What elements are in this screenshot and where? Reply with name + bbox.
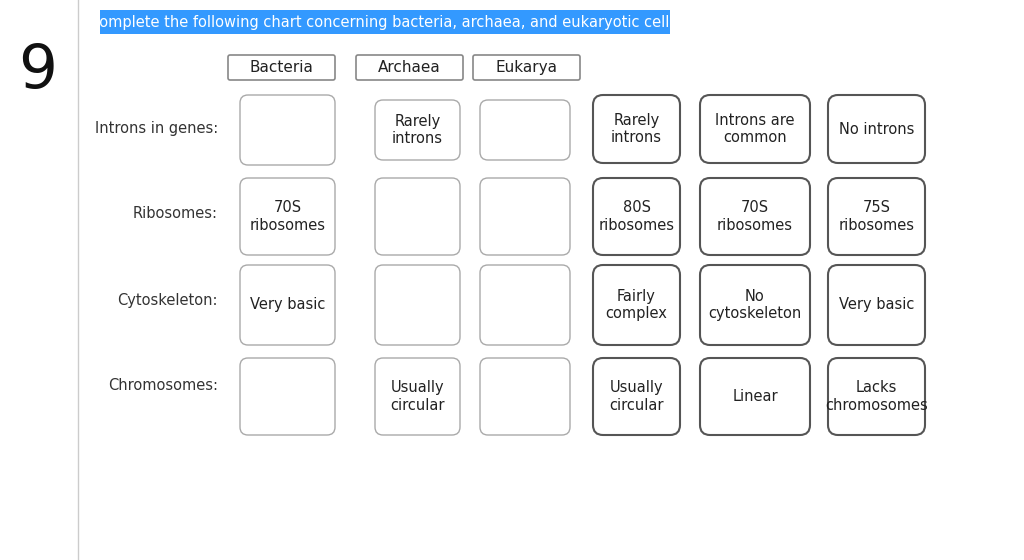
FancyBboxPatch shape (700, 358, 810, 435)
Text: Chromosomes:: Chromosomes: (108, 377, 218, 393)
Text: 70S
ribosomes: 70S ribosomes (717, 200, 793, 233)
Text: No introns: No introns (839, 122, 914, 137)
Text: Ribosomes:: Ribosomes: (133, 206, 218, 221)
FancyBboxPatch shape (593, 178, 680, 255)
Text: 80S
ribosomes: 80S ribosomes (598, 200, 675, 233)
FancyBboxPatch shape (700, 265, 810, 345)
Text: Fairly
complex: Fairly complex (605, 289, 668, 321)
Text: Introns are
common: Introns are common (715, 113, 795, 145)
Text: Rarely
introns: Rarely introns (392, 114, 443, 146)
FancyBboxPatch shape (480, 358, 570, 435)
FancyBboxPatch shape (828, 358, 925, 435)
Text: Usually
circular: Usually circular (609, 380, 664, 413)
FancyBboxPatch shape (593, 358, 680, 435)
FancyBboxPatch shape (593, 95, 680, 163)
Text: Very basic: Very basic (839, 297, 914, 312)
Text: Cytoskeleton:: Cytoskeleton: (118, 292, 218, 307)
FancyBboxPatch shape (480, 178, 570, 255)
FancyBboxPatch shape (473, 55, 580, 80)
Text: Rarely
introns: Rarely introns (611, 113, 662, 145)
Text: Bacteria: Bacteria (250, 60, 313, 75)
FancyBboxPatch shape (240, 358, 335, 435)
FancyBboxPatch shape (375, 358, 460, 435)
FancyBboxPatch shape (375, 178, 460, 255)
FancyBboxPatch shape (375, 100, 460, 160)
FancyBboxPatch shape (480, 100, 570, 160)
Text: Usually
circular: Usually circular (390, 380, 444, 413)
FancyBboxPatch shape (240, 178, 335, 255)
Text: 9: 9 (18, 42, 57, 101)
FancyBboxPatch shape (480, 265, 570, 345)
FancyBboxPatch shape (700, 95, 810, 163)
Text: Very basic: Very basic (250, 297, 326, 312)
FancyBboxPatch shape (375, 265, 460, 345)
Text: Archaea: Archaea (378, 60, 441, 75)
FancyBboxPatch shape (700, 178, 810, 255)
FancyBboxPatch shape (240, 265, 335, 345)
Text: Introns in genes:: Introns in genes: (95, 120, 218, 136)
Text: Eukarya: Eukarya (496, 60, 557, 75)
FancyBboxPatch shape (100, 10, 670, 34)
Text: 75S
ribosomes: 75S ribosomes (839, 200, 914, 233)
FancyBboxPatch shape (356, 55, 463, 80)
Text: Linear: Linear (732, 389, 778, 404)
Text: Lacks
chromosomes: Lacks chromosomes (825, 380, 928, 413)
FancyBboxPatch shape (240, 95, 335, 165)
FancyBboxPatch shape (828, 178, 925, 255)
Text: Complete the following chart concerning bacteria, archaea, and eukaryotic cells.: Complete the following chart concerning … (88, 15, 681, 30)
FancyBboxPatch shape (593, 265, 680, 345)
FancyBboxPatch shape (228, 55, 335, 80)
FancyBboxPatch shape (828, 95, 925, 163)
Text: No
cytoskeleton: No cytoskeleton (709, 289, 802, 321)
Text: 70S
ribosomes: 70S ribosomes (250, 200, 326, 233)
FancyBboxPatch shape (828, 265, 925, 345)
